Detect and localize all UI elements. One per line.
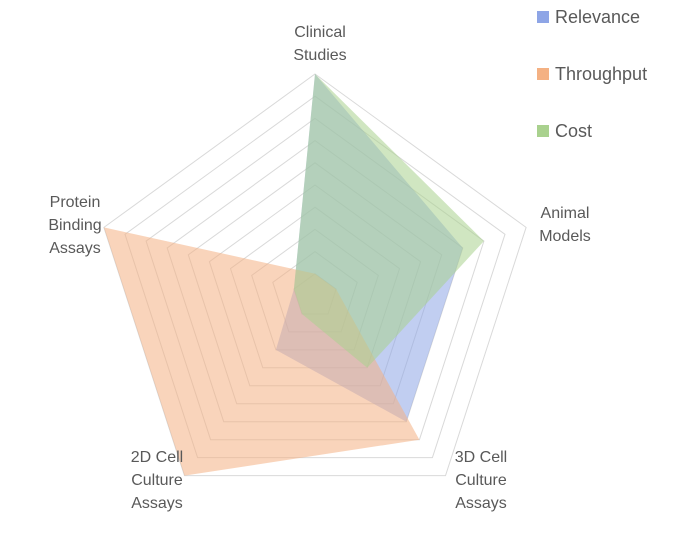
legend-swatch-relevance	[537, 11, 549, 23]
axis-label-line: Culture	[455, 472, 507, 489]
axis-label-line: Animal	[541, 205, 590, 222]
axis-label-0: Clinical Studies	[293, 24, 346, 64]
axis-labels: Clinical Studies Animal Models 3D Cell Cultur…	[48, 24, 590, 512]
axis-label-line: Assays	[49, 240, 101, 257]
grid-ring-9	[124, 95, 506, 459]
axis-label-3: 2D Cell Culture Assays	[131, 449, 183, 512]
axis-label-line: 3D Cell	[455, 449, 507, 466]
axis-label-line: 2D Cell	[131, 449, 183, 466]
axis-label-line: Clinical	[294, 24, 346, 41]
axis-label-line: Binding	[48, 217, 101, 234]
series-area-throughput	[103, 227, 420, 476]
axis-label-line: Models	[539, 228, 591, 245]
grid-ring-10	[103, 73, 527, 477]
axis-label-line: Assays	[455, 495, 507, 512]
legend: Relevance Throughput Cost	[537, 6, 647, 177]
axis-label-1: Animal Models	[539, 205, 591, 245]
axis-label-line: Culture	[131, 472, 183, 489]
axis-label-line: Assays	[131, 495, 183, 512]
axis-label-4: Protein Binding Assays	[48, 194, 101, 257]
legend-item-throughput[interactable]: Throughput	[537, 63, 647, 85]
axis-label-line: Studies	[293, 47, 346, 64]
legend-label-cost: Cost	[555, 120, 593, 141]
legend-item-cost[interactable]: Cost	[537, 120, 647, 142]
legend-swatch-throughput	[537, 68, 549, 80]
legend-swatch-cost	[537, 125, 549, 137]
radar-series	[103, 74, 484, 476]
series-area-cost	[293, 74, 484, 368]
axis-label-2: 3D Cell Culture Assays	[455, 449, 507, 512]
legend-label-throughput: Throughput	[555, 63, 648, 84]
axis-label-line: Protein	[50, 194, 101, 211]
legend-item-relevance[interactable]: Relevance	[537, 6, 647, 28]
legend-label-relevance: Relevance	[555, 6, 641, 27]
